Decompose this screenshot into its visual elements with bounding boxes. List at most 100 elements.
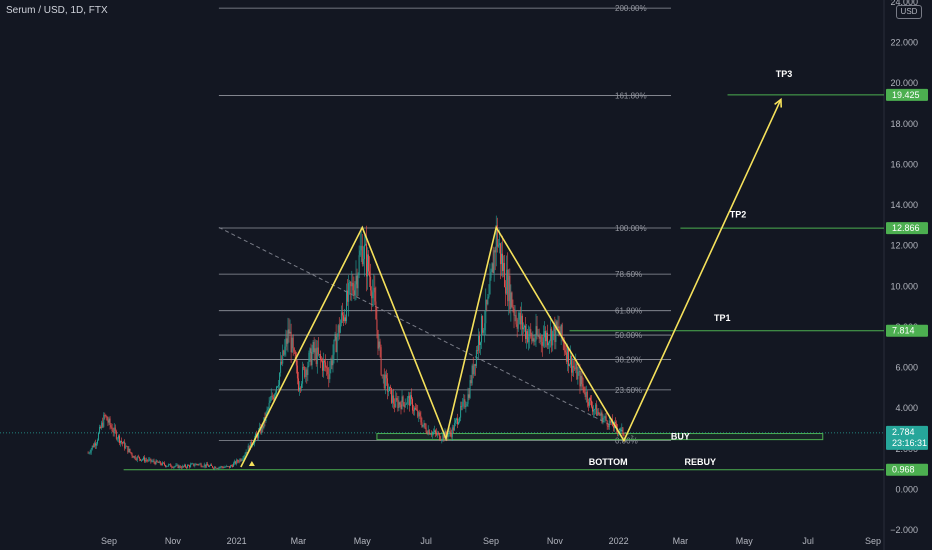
candle-body [164, 463, 165, 466]
annotation-rebuy: REBUY [685, 457, 717, 467]
candle-body [594, 409, 596, 410]
candle-body [247, 445, 249, 453]
candle-body [403, 402, 405, 408]
currency-badge[interactable]: USD [896, 5, 922, 19]
candle-body [453, 422, 455, 431]
candle-body [98, 433, 99, 441]
candle-body [457, 418, 458, 425]
candle-body [606, 420, 608, 426]
candle-body [317, 347, 319, 355]
candle-body [612, 425, 614, 429]
candle-body [591, 400, 592, 407]
candle-body [241, 459, 243, 461]
candle-body [574, 367, 576, 370]
candle-body [482, 316, 484, 333]
candle-body [391, 387, 393, 403]
candle-body [125, 446, 127, 449]
y-tick-label: 6.000 [895, 363, 918, 373]
pattern-line [240, 99, 782, 468]
x-tick-label: May [736, 536, 754, 546]
candle-body [103, 415, 105, 427]
candle-body [133, 456, 135, 458]
candle-body [435, 430, 436, 433]
candle-body [529, 329, 531, 337]
candle-body [316, 347, 318, 364]
candle-body [234, 461, 236, 464]
candle-body [297, 378, 299, 391]
candle-body [540, 336, 542, 342]
candle-body [280, 361, 282, 373]
chart-title: Serum / USD, 1D, FTX [6, 5, 108, 16]
candle-body [543, 331, 545, 338]
candle-body [398, 402, 400, 409]
candle-body [331, 360, 333, 366]
x-tick-label: Jul [420, 536, 432, 546]
candle-body [554, 325, 556, 343]
candle-body [488, 294, 490, 297]
candle-body [311, 351, 313, 366]
candle-body [328, 374, 330, 380]
candle-body [394, 403, 396, 408]
candle-body [361, 245, 363, 265]
candle-body [111, 427, 113, 432]
candle-body [533, 338, 535, 342]
candle-body [474, 364, 476, 367]
candle-body [301, 383, 303, 388]
candle-body [430, 434, 432, 435]
candle-body [454, 420, 456, 423]
candle-body [517, 319, 519, 329]
candle-body [107, 420, 109, 423]
candle-body [494, 250, 496, 253]
candle-body [88, 452, 90, 454]
candle-body [532, 338, 534, 342]
candle-body [464, 399, 466, 408]
candle-body [373, 287, 375, 293]
candle-body [260, 427, 262, 434]
candle-body [581, 375, 583, 385]
candle-body [475, 350, 477, 367]
candle-body [382, 374, 384, 376]
candle-body [376, 319, 378, 330]
candle-body [271, 395, 273, 398]
candle-body [469, 380, 471, 398]
candle-body [514, 315, 516, 316]
candle-body [216, 468, 218, 470]
candle-body [560, 324, 562, 336]
candle-body [432, 431, 434, 433]
candle-body [157, 462, 159, 464]
candle-body [148, 459, 150, 461]
candle-body [462, 401, 464, 407]
candle-body [431, 432, 433, 435]
candle-body [493, 250, 495, 274]
candle-body [458, 421, 460, 425]
candle-body [472, 365, 474, 375]
candle-body [420, 416, 422, 423]
candle-body [195, 463, 197, 466]
candle-body [371, 290, 373, 299]
candle-body [122, 442, 124, 444]
candle-body [480, 342, 481, 346]
candle-body [174, 466, 176, 467]
candle-body [363, 244, 365, 260]
candle-body [558, 326, 560, 332]
candle-body [622, 427, 624, 435]
candle-body [570, 355, 571, 365]
candle-body [489, 277, 491, 295]
target-arrow-head [774, 97, 783, 108]
candle-body [607, 425, 609, 428]
x-tick-label: Nov [165, 536, 182, 546]
candle-body [609, 420, 611, 423]
candle-body [324, 360, 326, 363]
fib-level-label: 100.00% [615, 224, 647, 233]
candle-body [155, 460, 157, 465]
candle-body [273, 394, 275, 399]
candle-body [99, 427, 101, 434]
candle-body [496, 225, 498, 247]
candle-body [470, 380, 472, 384]
candle-body [598, 412, 600, 414]
candle-body [194, 465, 196, 466]
candle-body [288, 329, 290, 334]
candle-body [198, 463, 200, 465]
candle-body [196, 463, 198, 465]
